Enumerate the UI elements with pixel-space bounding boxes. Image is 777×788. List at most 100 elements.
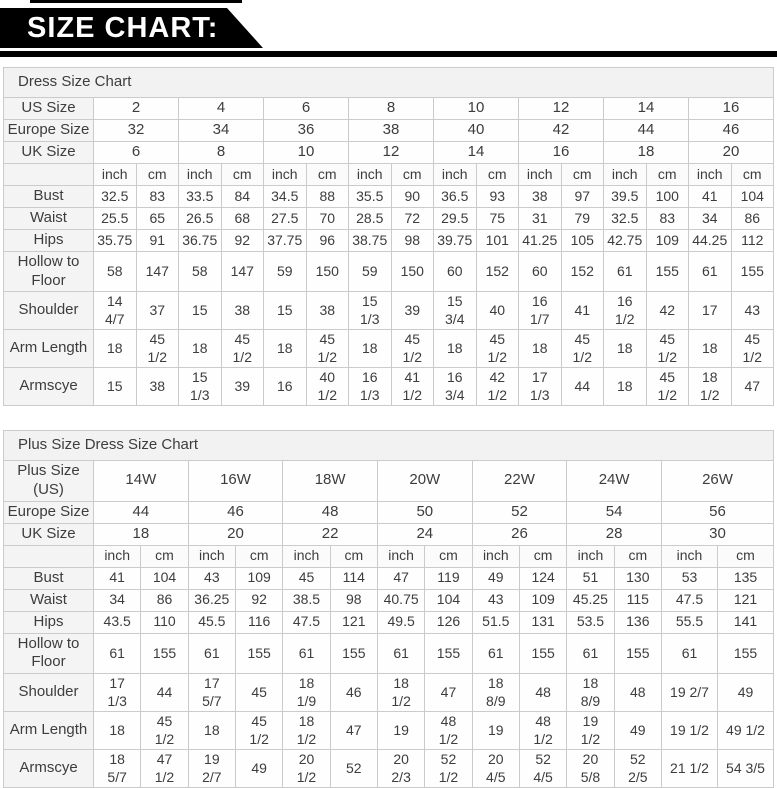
measure-value: 18 8/9 xyxy=(471,673,520,712)
measure-row: Bust 32.5 83 33.5 84 34.5 88 35.5 90 36.5 93 38 97 39… xyxy=(3,184,774,208)
measure-row: Hollow to Floor 61 155 61 155 61 155 61 155 61 155… xyxy=(3,632,774,674)
measure-value: 104 xyxy=(424,588,473,612)
measure-value: 109 xyxy=(234,566,284,590)
size-chart-banner: SIZE CHART: xyxy=(0,8,263,48)
measure-value: 39.75 xyxy=(433,228,477,252)
measure-value: 35.75 xyxy=(93,228,137,252)
unit-label: cm xyxy=(717,544,774,568)
measure-value: 45 1/2 xyxy=(645,367,689,407)
size-value: 10 xyxy=(433,96,519,120)
measure-row: Bust 41 104 43 109 45 114 47 119 49 124 51 130 53 135 xyxy=(3,566,774,590)
measure-value: 90 xyxy=(390,184,434,208)
size-value: 46 xyxy=(688,118,774,142)
measure-value: 46 xyxy=(329,673,378,712)
size-row: Plus Size (US) 14W 16W 18W 20W 22W 24W 26W xyxy=(3,460,774,502)
measure-value: 42 xyxy=(645,291,689,331)
measure-value: 17 xyxy=(688,291,732,331)
size-value: 14 xyxy=(603,96,689,120)
size-value: 50 xyxy=(376,500,473,524)
unit-label: inch xyxy=(518,162,562,186)
measure-value: 18 8/9 xyxy=(566,673,615,712)
row-label: UK Size xyxy=(3,522,94,546)
measure-value: 155 xyxy=(140,632,189,674)
measure-value: 18 xyxy=(348,329,392,369)
measure-value: 49 xyxy=(234,749,284,788)
row-label: Armscye xyxy=(3,367,94,407)
measure-value: 27.5 xyxy=(263,206,307,230)
measure-value: 18 xyxy=(518,329,562,369)
measure-value: 39 xyxy=(390,291,434,331)
row-label: Europe Size xyxy=(3,500,94,524)
row-label: UK Size xyxy=(3,140,94,164)
measure-value: 17 1/3 xyxy=(92,673,142,712)
size-value: 32 xyxy=(93,118,179,142)
measure-value: 48 xyxy=(613,673,663,712)
measure-value: 152 xyxy=(560,250,604,293)
measure-value: 45.25 xyxy=(566,588,615,612)
size-value: 38 xyxy=(348,118,434,142)
unit-label: inch xyxy=(566,544,615,568)
measure-value: 47 xyxy=(424,673,473,712)
measure-value: 42 1/2 xyxy=(475,367,519,407)
unit-label: cm xyxy=(613,544,663,568)
size-value: 46 xyxy=(187,500,284,524)
measure-value: 34 xyxy=(688,206,732,230)
measure-value: 45 1/2 xyxy=(730,329,774,369)
size-value: 16 xyxy=(518,140,604,164)
measure-value: 31 xyxy=(518,206,562,230)
row-label: Hips xyxy=(3,610,94,634)
unit-label: cm xyxy=(645,162,689,186)
measure-value: 19 1/2 xyxy=(566,711,615,750)
measure-value: 47 1/2 xyxy=(140,749,189,788)
size-value: 6 xyxy=(93,140,179,164)
measure-value: 58 xyxy=(93,250,137,293)
measure-value: 45 1/2 xyxy=(390,329,434,369)
row-label: Shoulder xyxy=(3,291,94,331)
measure-value: 155 xyxy=(234,632,284,674)
measure-value: 72 xyxy=(390,206,434,230)
measure-value: 48 1/2 xyxy=(518,711,568,750)
measure-value: 40.75 xyxy=(376,588,426,612)
row-label: Arm Length xyxy=(3,711,94,750)
measure-value: 20 2/3 xyxy=(376,749,426,788)
measure-row: Hips 35.75 91 36.75 92 37.75 96 38.75 98 39.75 101… xyxy=(3,228,774,252)
measure-value: 33.5 xyxy=(178,184,222,208)
size-value: 56 xyxy=(661,500,774,524)
measure-value: 36.25 xyxy=(187,588,236,612)
measure-value: 18 xyxy=(178,329,222,369)
measure-value: 16 1/7 xyxy=(518,291,562,331)
measure-value: 155 xyxy=(329,632,378,674)
measure-value: 49 xyxy=(717,673,774,712)
measure-value: 49 1/2 xyxy=(717,711,774,750)
measure-value: 20 1/2 xyxy=(282,749,331,788)
size-value: 24W xyxy=(566,460,662,502)
unit-label: cm xyxy=(140,544,189,568)
measure-value: 119 xyxy=(424,566,473,590)
measure-value: 52 2/5 xyxy=(613,749,663,788)
measure-value: 51.5 xyxy=(471,610,520,634)
measure-value: 93 xyxy=(475,184,519,208)
size-value: 22W xyxy=(471,460,568,502)
measure-value: 41 xyxy=(92,566,142,590)
size-value: 18W xyxy=(282,460,378,502)
size-value: 16W xyxy=(187,460,284,502)
measure-value: 124 xyxy=(518,566,568,590)
size-value: 12 xyxy=(348,140,434,164)
measure-value: 18 5/7 xyxy=(92,749,142,788)
measure-value: 45 1/2 xyxy=(140,711,189,750)
measure-value: 34 xyxy=(92,588,142,612)
measure-value: 130 xyxy=(613,566,663,590)
measure-value: 61 xyxy=(688,250,732,293)
plus-size-dress-chart-section: Plus Size Dress Size Chart Plus Size (US)… xyxy=(3,430,774,788)
measure-value: 83 xyxy=(645,206,689,230)
measure-row: Armscye 18 5/7 47 1/2 19 2/7 49 20 1/2 52 20 2/… xyxy=(3,749,774,788)
measure-value: 114 xyxy=(329,566,378,590)
measure-value: 19 xyxy=(471,711,520,750)
unit-label: inch xyxy=(93,162,137,186)
measure-value: 155 xyxy=(424,632,473,674)
measure-value: 147 xyxy=(220,250,264,293)
measure-value: 15 1/3 xyxy=(178,367,222,407)
measure-value: 97 xyxy=(560,184,604,208)
measure-value: 18 1/2 xyxy=(376,673,426,712)
